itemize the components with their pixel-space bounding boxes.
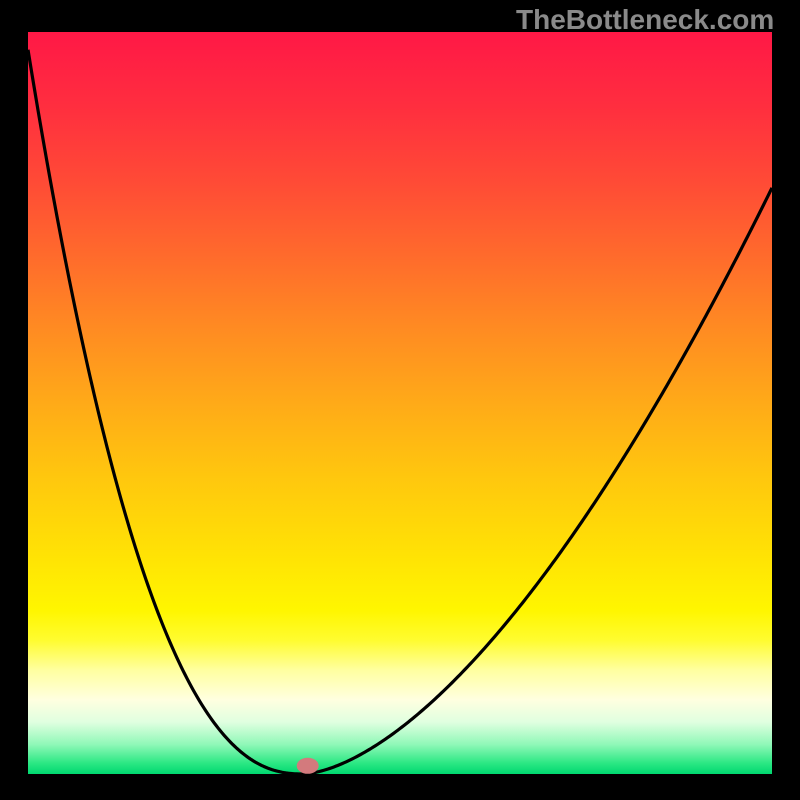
bottleneck-chart [28,32,772,774]
gradient-background [28,32,772,774]
optimum-marker [297,758,319,774]
watermark-text: TheBottleneck.com [516,4,774,36]
frame-bottom [0,774,800,800]
chart-area [28,32,772,774]
frame-right [772,0,800,800]
frame-left [0,0,28,800]
